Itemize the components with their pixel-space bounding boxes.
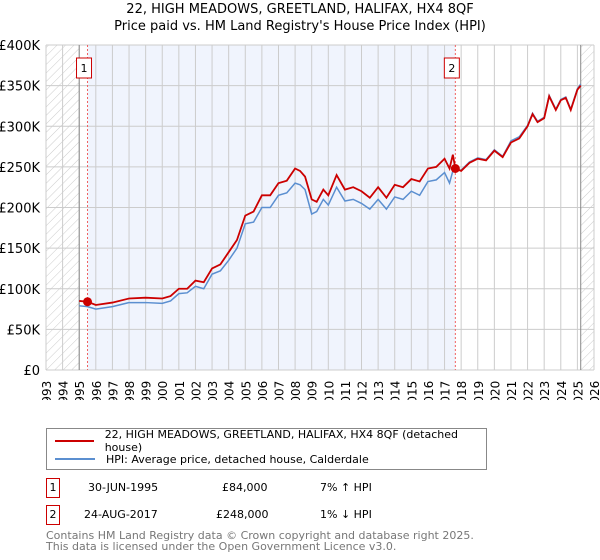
x-tick-label: 2016: [422, 381, 436, 400]
legend-swatch: [55, 440, 94, 442]
y-tick-label: £150K: [0, 242, 40, 257]
legend-label: 22, HIGH MEADOWS, GREETLAND, HALIFAX, HX…: [104, 428, 459, 454]
sale-label: 2: [448, 62, 455, 75]
x-tick-label: 2011: [339, 381, 353, 400]
footer-line: This data is licensed under the Open Gov…: [46, 540, 397, 553]
transaction-number: 1: [46, 478, 60, 498]
y-tick-label: £300K: [0, 120, 40, 135]
property-price-line: [79, 85, 582, 306]
x-tick-label: 2024: [555, 381, 569, 400]
sale-point: [450, 164, 460, 173]
x-tick-label: 2008: [289, 381, 303, 400]
x-tick-label: 2005: [239, 381, 253, 400]
x-tick-label: 1999: [140, 381, 154, 400]
x-tick-label: 2015: [405, 381, 419, 400]
x-tick-label: 2009: [306, 381, 320, 400]
legend-item-property: 22, HIGH MEADOWS, GREETLAND, HALIFAX, HX…: [55, 428, 486, 454]
x-tick-label: 2001: [173, 381, 187, 400]
y-tick-label: £250K: [0, 161, 40, 176]
sale-label-box: [443, 57, 460, 79]
transaction-row: 1 30-JUN-1995 £84,000 7% ↑ HPI: [46, 478, 546, 498]
x-tick-label: 2006: [256, 381, 270, 400]
x-tick-label: 1994: [57, 381, 71, 400]
footer-line: Contains HM Land Registry data © Crown c…: [46, 529, 474, 542]
transaction-hpi: 1% ↓ HPI: [320, 508, 372, 521]
chart-subtitle: Price paid vs. HM Land Registry's House …: [114, 19, 486, 34]
x-tick-label: 1996: [90, 381, 104, 400]
x-tick-label: 1998: [123, 381, 137, 400]
y-tick-label: £50K: [7, 323, 41, 338]
x-tick-label: 2003: [206, 381, 220, 400]
x-tick-label: 2021: [505, 381, 519, 400]
transaction-date: 24-AUG-2017: [84, 508, 158, 521]
transaction-number: 2: [46, 505, 60, 525]
x-tick-label: 2010: [322, 381, 336, 400]
x-tick-label: 2025: [571, 381, 585, 400]
sale-label-box: [76, 57, 93, 79]
transaction-row: 2 24-AUG-2017 £248,000 1% ↓ HPI: [46, 505, 546, 525]
y-tick-label: £0: [23, 364, 40, 379]
legend-swatch: [55, 458, 95, 460]
x-tick-label: 2007: [272, 381, 286, 400]
x-tick-label: 2000: [156, 381, 170, 400]
x-tick-label: 2023: [538, 381, 552, 400]
legend-label: HPI: Average price, detached house, Cald…: [106, 452, 369, 466]
x-tick-label: 1993: [40, 381, 54, 400]
transaction-price: £248,000: [216, 508, 269, 521]
x-tick-label: 2012: [356, 381, 370, 400]
legend-item-hpi: HPI: Average price, detached house, Cald…: [55, 451, 369, 467]
sale-label: 1: [81, 62, 88, 75]
chart-title: 22, HIGH MEADOWS, GREETLAND, HALIFAX, HX…: [126, 2, 474, 17]
x-tick-label: 2014: [389, 381, 403, 400]
x-tick-label: 2020: [488, 381, 502, 400]
x-tick-label: 2013: [372, 381, 386, 400]
price-chart: £0 £50K £100K £150K £200K £250K £300K £350K £400…: [0, 39, 600, 400]
x-tick-label: 2004: [223, 381, 237, 400]
x-tick-label: 2017: [439, 381, 453, 400]
y-tick-label: £350K: [0, 80, 40, 95]
footer: Contains HM Land Registry data © Crown c…: [46, 530, 474, 552]
transaction-hpi: 7% ↑ HPI: [320, 481, 372, 494]
y-tick-label: £400K: [0, 39, 40, 54]
transaction-date: 30-JUN-1995: [88, 481, 159, 494]
legend: 22, HIGH MEADOWS, GREETLAND, HALIFAX, HX…: [46, 428, 487, 470]
y-tick-label: £100K: [0, 283, 40, 298]
y-tick-label: £200K: [0, 202, 40, 217]
x-tick-label: 1997: [106, 381, 120, 400]
x-tick-label: 2002: [189, 381, 203, 400]
x-tick-label: 2022: [522, 381, 536, 400]
sale-point: [83, 297, 93, 307]
transaction-price: £84,000: [222, 481, 268, 494]
x-tick-label: 2019: [472, 381, 486, 400]
x-tick-label: 1995: [73, 381, 87, 400]
x-tick-label: 2018: [455, 381, 469, 400]
x-tick-label: 2026: [588, 381, 600, 400]
